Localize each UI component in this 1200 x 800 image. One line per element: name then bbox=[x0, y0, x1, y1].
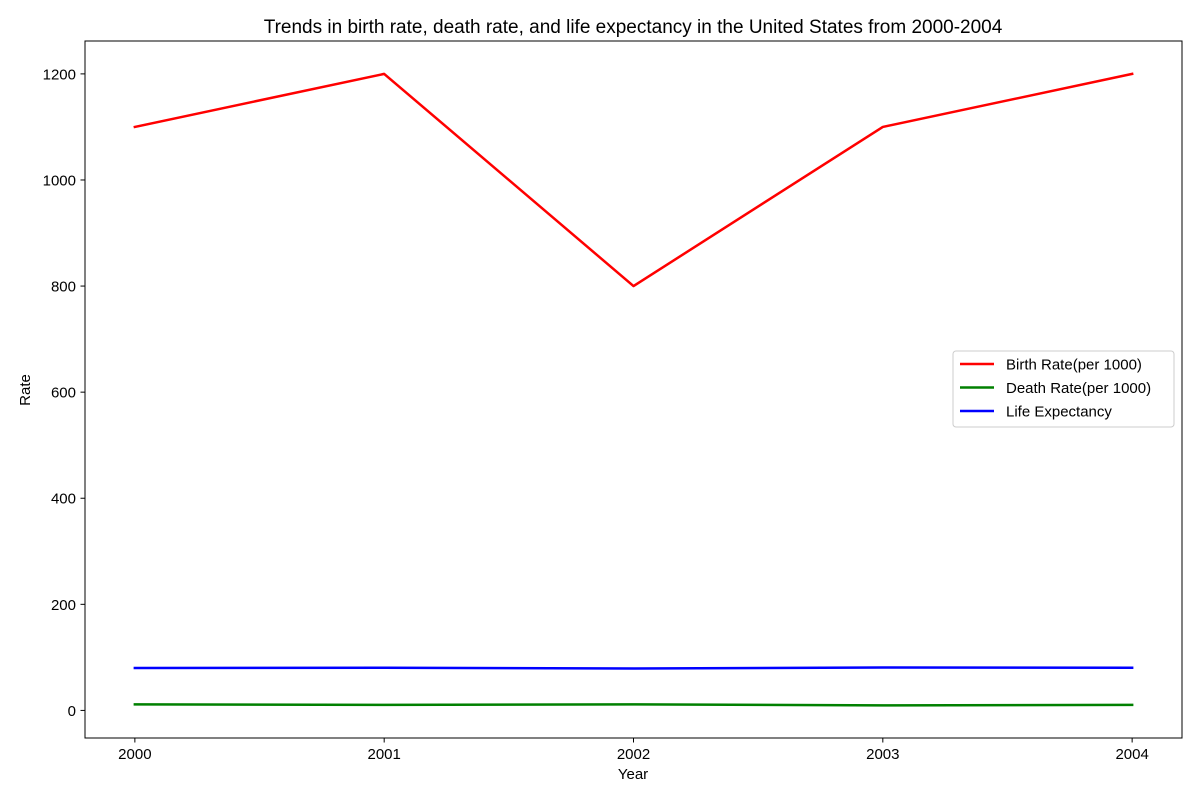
y-tick-label: 200 bbox=[51, 597, 76, 614]
legend-label-life-expectancy: Life Expectancy bbox=[1006, 404, 1112, 421]
x-tick-label: 2004 bbox=[1115, 746, 1148, 763]
x-tick-label: 2000 bbox=[118, 746, 151, 763]
y-tick-label: 1200 bbox=[43, 66, 76, 83]
y-tick-label: 600 bbox=[51, 385, 76, 402]
legend-label-birth-rate-per-1000: Birth Rate(per 1000) bbox=[1006, 357, 1142, 374]
series-line-death-rate-per-1000 bbox=[133, 703, 1134, 707]
legend-box bbox=[952, 350, 1175, 428]
x-axis: 2000 2001 2002 2003 2004 bbox=[118, 738, 1149, 763]
legend: Birth Rate(per 1000) Death Rate(per 1000)… bbox=[952, 350, 1175, 428]
x-axis-label: Year bbox=[618, 766, 648, 783]
y-axis-label: Rate bbox=[17, 374, 34, 406]
y-tick-label: 1000 bbox=[43, 172, 76, 189]
legend-label-death-rate-per-1000: Death Rate(per 1000) bbox=[1006, 380, 1151, 397]
y-axis: 0 200 400 600 800 1000 1200 bbox=[43, 66, 85, 720]
x-tick-label: 2002 bbox=[617, 746, 650, 763]
x-tick-label: 2003 bbox=[866, 746, 899, 763]
series-line-life-expectancy bbox=[133, 666, 1134, 670]
x-tick-label: 2001 bbox=[367, 746, 400, 763]
y-tick-label: 400 bbox=[51, 491, 76, 508]
series-lines bbox=[133, 72, 1134, 707]
y-tick-label: 0 bbox=[68, 703, 76, 720]
series-line-birth-rate-per-1000 bbox=[133, 72, 1134, 288]
y-tick-label: 800 bbox=[51, 279, 76, 296]
chart-title: Trends in birth rate, death rate, and li… bbox=[264, 17, 1003, 38]
